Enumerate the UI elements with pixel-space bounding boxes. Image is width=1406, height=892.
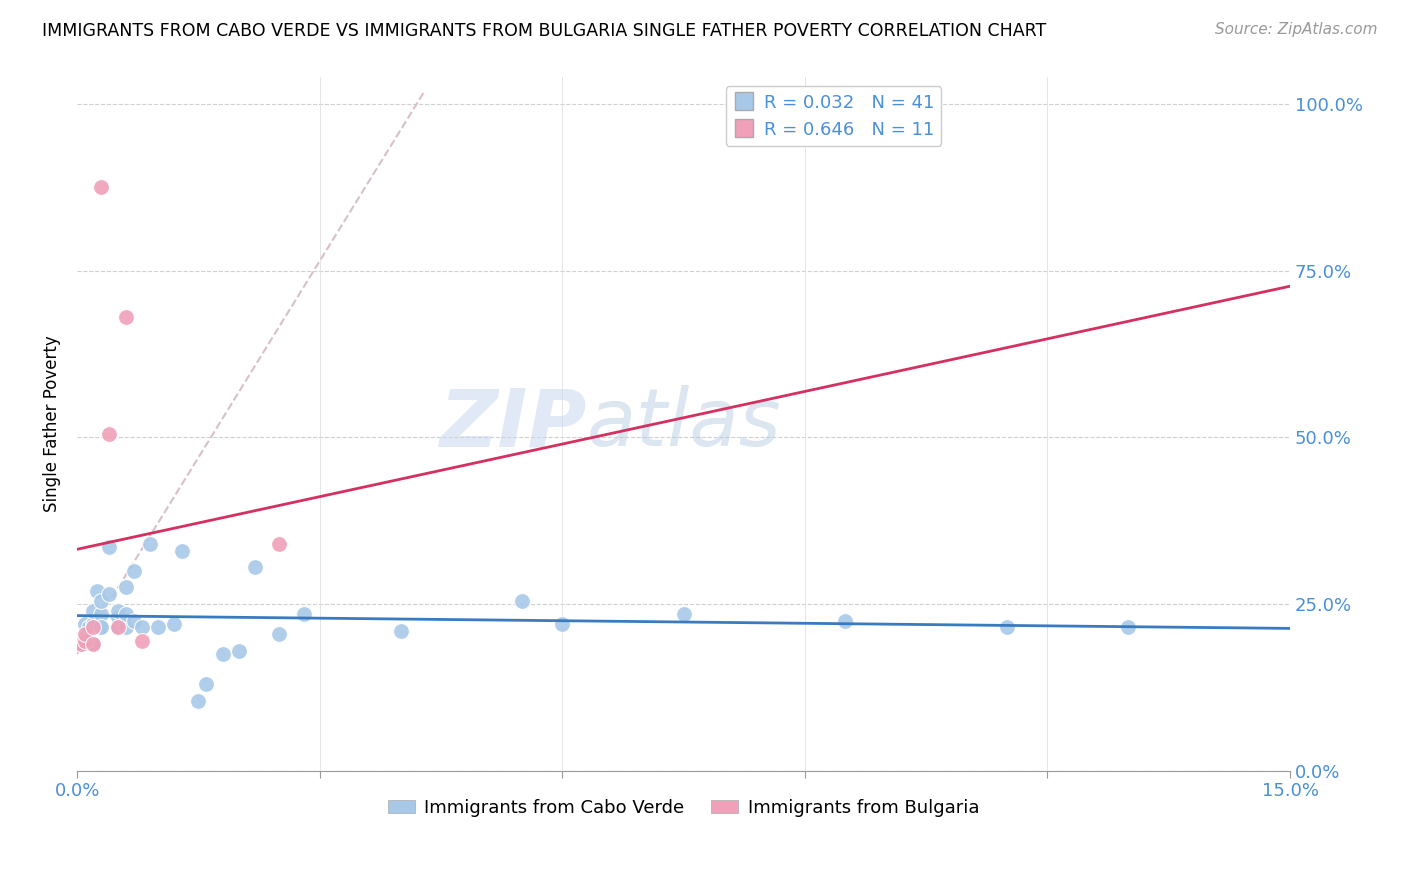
Text: atlas: atlas	[586, 385, 782, 463]
Point	[90, 180, 112, 194]
Point	[1116, 620, 1139, 634]
Point	[82, 620, 104, 634]
Point	[114, 620, 136, 634]
Point	[107, 620, 129, 634]
Point	[114, 580, 136, 594]
Point	[90, 607, 112, 621]
Point	[75, 617, 97, 632]
Point	[172, 543, 194, 558]
Point	[82, 637, 104, 651]
Point	[163, 617, 186, 632]
Point	[228, 643, 250, 657]
Point	[75, 633, 97, 648]
Point	[98, 587, 121, 601]
Point	[510, 593, 533, 607]
Point	[82, 637, 104, 651]
Point	[114, 310, 136, 325]
Point	[211, 647, 233, 661]
Point	[82, 617, 104, 632]
Point	[122, 564, 145, 578]
Point	[98, 541, 121, 555]
Point	[82, 604, 104, 618]
Point	[195, 677, 218, 691]
Point	[90, 620, 112, 634]
Point	[86, 583, 108, 598]
Point	[75, 627, 97, 641]
Text: ZIP: ZIP	[439, 385, 586, 463]
Point	[243, 560, 266, 574]
Point	[269, 537, 291, 551]
Point	[269, 627, 291, 641]
Point	[995, 620, 1018, 634]
Point	[146, 620, 169, 634]
Legend: Immigrants from Cabo Verde, Immigrants from Bulgaria: Immigrants from Cabo Verde, Immigrants f…	[381, 791, 986, 824]
Point	[98, 427, 121, 442]
Point	[70, 637, 93, 651]
Point	[107, 620, 129, 634]
Point	[187, 694, 209, 708]
Point	[139, 537, 162, 551]
Point	[389, 624, 412, 638]
Point	[131, 633, 153, 648]
Y-axis label: Single Father Poverty: Single Father Poverty	[44, 335, 60, 512]
Point	[122, 614, 145, 628]
Point	[90, 620, 112, 634]
Point	[75, 631, 97, 645]
Point	[292, 607, 315, 621]
Point	[70, 637, 93, 651]
Point	[834, 614, 856, 628]
Point	[90, 593, 112, 607]
Point	[672, 607, 695, 621]
Point	[551, 617, 574, 632]
Point	[131, 620, 153, 634]
Point	[107, 610, 129, 624]
Text: IMMIGRANTS FROM CABO VERDE VS IMMIGRANTS FROM BULGARIA SINGLE FATHER POVERTY COR: IMMIGRANTS FROM CABO VERDE VS IMMIGRANTS…	[42, 22, 1046, 40]
Point	[114, 607, 136, 621]
Text: Source: ZipAtlas.com: Source: ZipAtlas.com	[1215, 22, 1378, 37]
Point	[107, 604, 129, 618]
Point	[77, 620, 100, 634]
